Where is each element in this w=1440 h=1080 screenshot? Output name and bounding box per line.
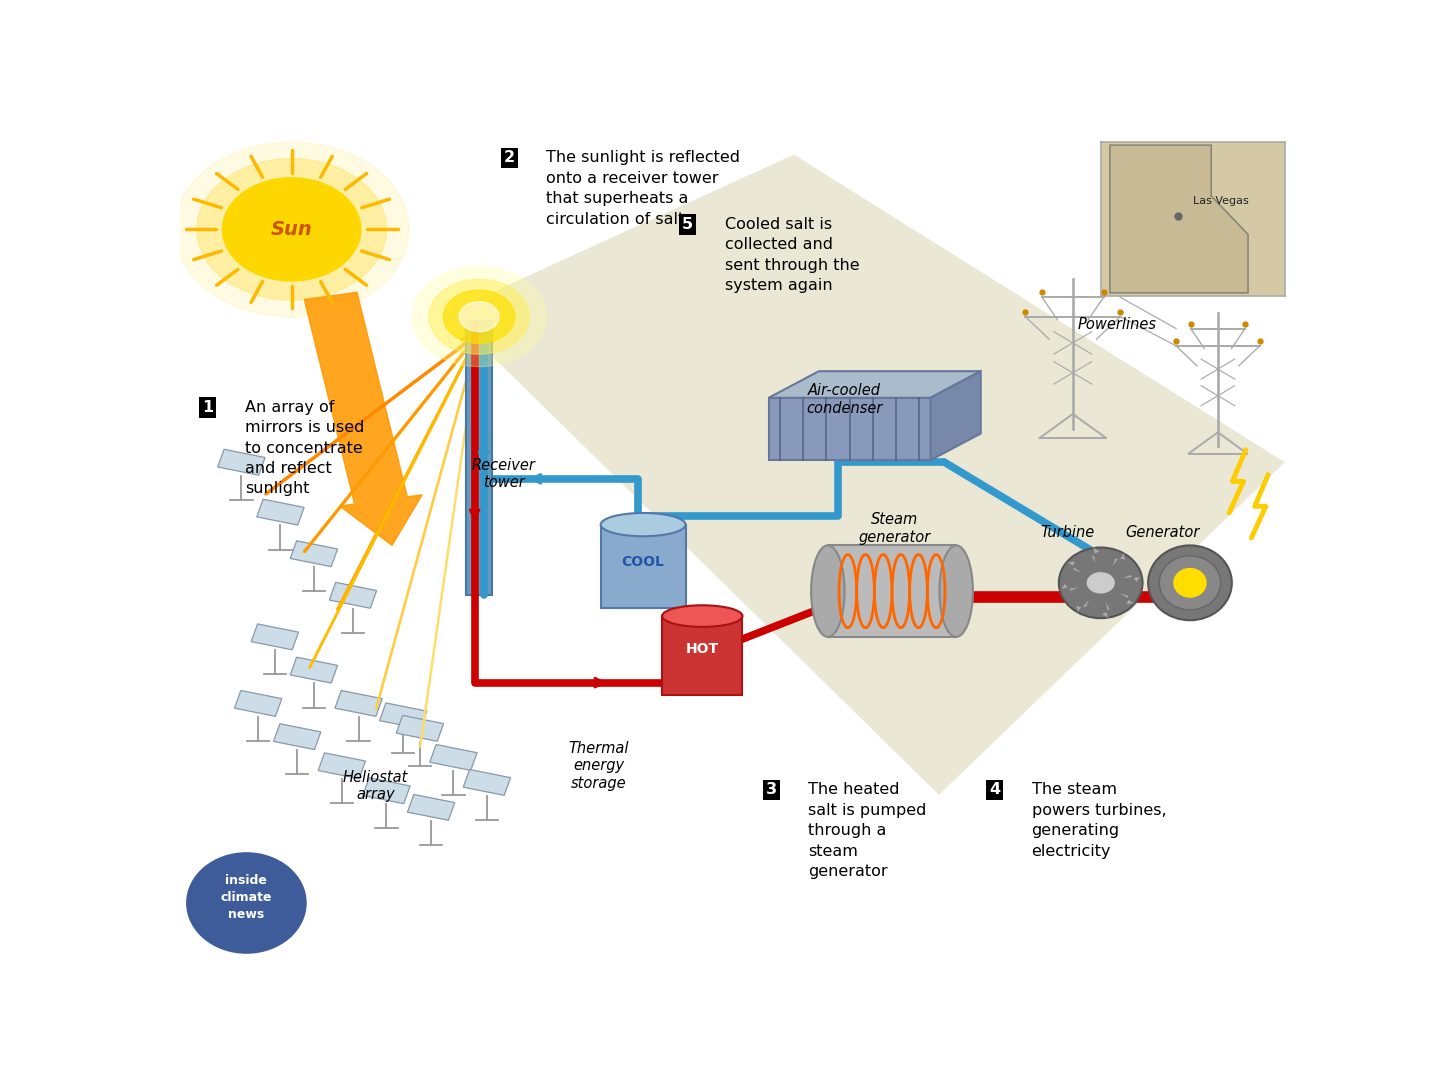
Circle shape [429,280,530,354]
Polygon shape [330,582,377,608]
Circle shape [412,267,546,366]
Circle shape [222,178,361,281]
Circle shape [197,159,386,300]
Polygon shape [1103,585,1135,605]
FancyArrow shape [304,293,422,545]
Text: Receiver
tower: Receiver tower [472,458,536,490]
Polygon shape [318,753,366,779]
Text: HOT: HOT [685,643,719,657]
Polygon shape [336,690,382,716]
Ellipse shape [662,605,743,626]
Polygon shape [769,372,981,397]
Text: Sun: Sun [271,220,312,239]
Polygon shape [408,795,455,821]
Polygon shape [251,624,298,650]
Text: The heated
salt is pumped
through a
steam
generator: The heated salt is pumped through a stea… [808,782,927,879]
Polygon shape [1076,585,1099,612]
Ellipse shape [939,545,973,637]
Polygon shape [217,449,265,475]
Text: Thermal
energy
storage: Thermal energy storage [569,741,629,791]
Circle shape [1087,572,1115,593]
Polygon shape [274,724,321,750]
Text: Steam
generator: Steam generator [858,512,930,544]
Text: Turbine: Turbine [1040,525,1094,540]
Polygon shape [396,715,444,741]
Text: COOL: COOL [622,555,665,569]
Polygon shape [380,703,426,729]
Text: The sunlight is reflected
onto a receiver tower
that superheats a
circulation of: The sunlight is reflected onto a receive… [546,150,740,227]
Text: Generator: Generator [1125,525,1200,540]
Polygon shape [429,744,477,770]
Text: 3: 3 [766,782,778,797]
Text: 5: 5 [683,217,693,232]
Polygon shape [1106,575,1140,584]
Text: 2: 2 [504,150,514,165]
Polygon shape [930,372,981,460]
Text: An array of
mirrors is used
to concentrate
and reflect
sunlight: An array of mirrors is used to concentra… [245,400,364,497]
FancyBboxPatch shape [769,397,930,460]
Text: 4: 4 [989,782,1001,797]
Polygon shape [1103,553,1126,581]
Circle shape [459,301,500,332]
Text: Heliostat
array: Heliostat array [343,770,408,802]
Polygon shape [1099,588,1110,618]
Ellipse shape [1148,545,1231,620]
Polygon shape [464,769,511,795]
Ellipse shape [1159,556,1221,610]
Text: Air-cooled
condenser: Air-cooled condenser [806,383,883,416]
FancyBboxPatch shape [828,545,956,637]
Polygon shape [1092,548,1103,578]
Polygon shape [291,541,337,567]
Ellipse shape [600,513,685,537]
Polygon shape [291,658,337,683]
Polygon shape [1067,561,1099,581]
Circle shape [174,143,409,316]
Polygon shape [256,499,304,525]
Text: Powerlines: Powerlines [1079,316,1156,332]
Ellipse shape [1058,548,1142,618]
Text: Cooled salt is
collected and
sent through the
system again: Cooled salt is collected and sent throug… [724,217,860,293]
Polygon shape [363,778,410,804]
Ellipse shape [811,545,845,637]
FancyBboxPatch shape [465,321,492,595]
Polygon shape [1060,581,1096,592]
FancyBboxPatch shape [662,616,743,696]
Text: The steam
powers turbines,
generating
electricity: The steam powers turbines, generating el… [1031,782,1166,859]
Polygon shape [235,690,282,716]
Circle shape [444,291,516,343]
Text: 1: 1 [202,400,213,415]
FancyBboxPatch shape [600,525,685,608]
Ellipse shape [1174,568,1207,598]
Polygon shape [448,154,1284,795]
